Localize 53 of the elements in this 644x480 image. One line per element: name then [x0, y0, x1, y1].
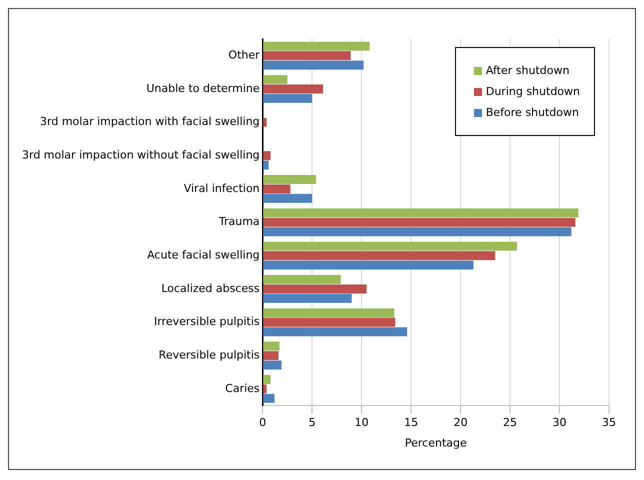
y-tick-label: 3rd molar impaction with facial swelling: [40, 115, 260, 128]
y-tick-label: Other: [228, 48, 260, 62]
legend-label: After shutdown: [486, 64, 570, 77]
bar: [263, 251, 496, 260]
bar: [263, 294, 352, 303]
y-tick-label: Reversible pulpitis: [158, 348, 260, 362]
legend-label: Before shutdown: [486, 106, 579, 119]
x-tick-label: 30: [552, 416, 567, 430]
y-tick-label: Viral infection: [184, 182, 260, 195]
bar: [263, 51, 351, 60]
bar: [263, 384, 267, 394]
bar: [263, 160, 269, 170]
x-tick-label: 20: [454, 416, 468, 430]
legend-label: During shutdown: [486, 85, 580, 98]
bar: [263, 94, 312, 103]
x-tick-label: 25: [503, 416, 518, 430]
y-tick-label: Trauma: [218, 215, 260, 228]
bar: [263, 194, 312, 203]
bar: [263, 75, 288, 84]
x-axis-title: Percentage: [404, 436, 467, 450]
x-tick-label: 35: [602, 416, 616, 430]
x-tick-label: 5: [308, 416, 316, 430]
x-tick-label: 10: [354, 416, 369, 430]
bar: [263, 327, 408, 336]
bar: [263, 118, 267, 127]
y-tick-label: Unable to determine: [146, 82, 260, 95]
bar: [263, 184, 290, 194]
bar: [263, 242, 517, 251]
x-tick-label: 15: [404, 416, 418, 430]
bar: [263, 308, 394, 318]
y-tick-label: Localized abscess: [161, 282, 260, 295]
bar: [263, 42, 370, 51]
bar: [263, 218, 576, 227]
bar: [263, 284, 367, 294]
x-tick-label: 0: [259, 416, 266, 430]
bar: [263, 318, 396, 327]
bar: [263, 175, 316, 184]
y-tick-label: Acute facial swelling: [147, 248, 260, 262]
bar: [263, 84, 324, 94]
bar: [263, 351, 278, 360]
bar: [263, 342, 280, 351]
y-tick-label: Irreversible pulpitis: [154, 315, 260, 328]
bar: [263, 260, 474, 270]
bar: [263, 375, 271, 384]
bar: [263, 60, 364, 70]
bar: [263, 360, 282, 370]
bar: [263, 394, 275, 403]
bar: [263, 275, 341, 284]
bar: [263, 227, 572, 236]
y-tick-label: Caries: [225, 382, 260, 395]
bar: [263, 151, 271, 160]
y-tick-label: 3rd molar impaction without facial swelling: [22, 148, 260, 162]
bar: [263, 208, 578, 218]
